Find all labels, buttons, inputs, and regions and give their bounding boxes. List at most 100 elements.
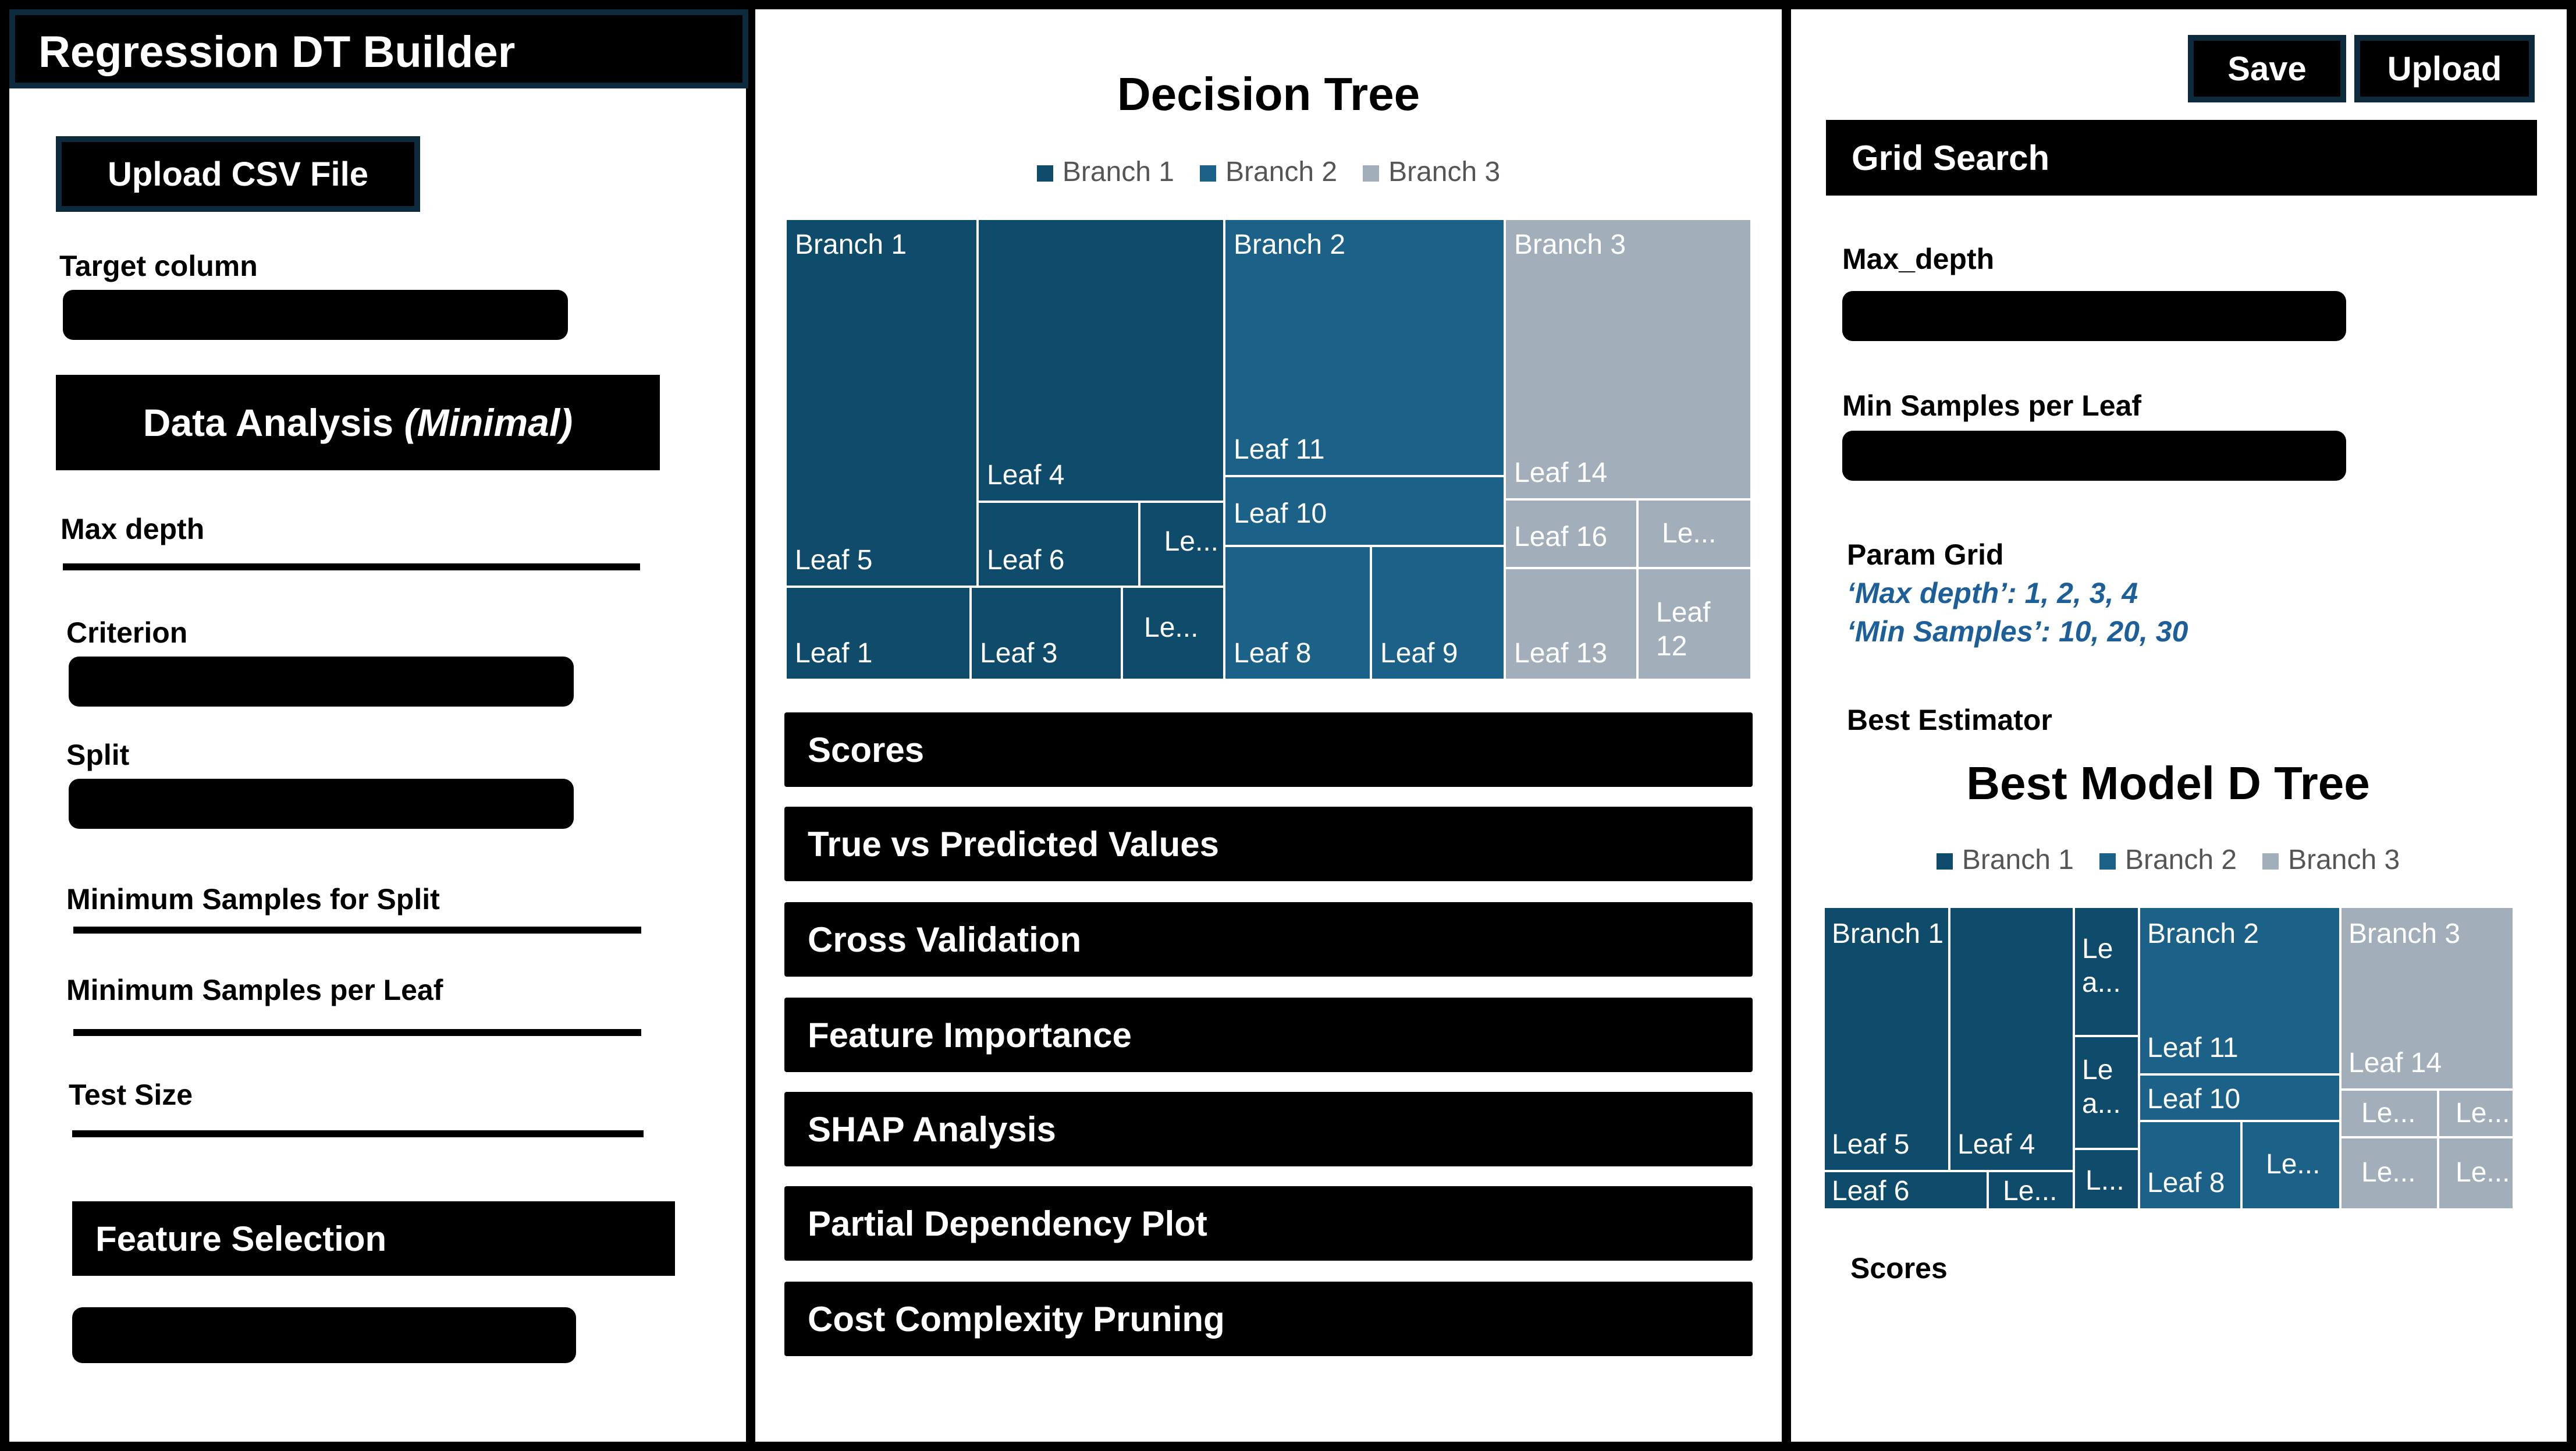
feature-selection-button[interactable]: Feature Selection xyxy=(72,1201,675,1276)
grid-search-button[interactable]: Grid Search xyxy=(1826,120,2537,196)
leaf12-label: Leaf 12 xyxy=(1656,597,1711,662)
best-tile-leaf4[interactable]: Leaf 4 xyxy=(1948,906,2075,1172)
tile-leaf-a[interactable]: Le... xyxy=(1138,501,1225,588)
grid-max-depth-input[interactable] xyxy=(1842,291,2346,341)
best-tile-leaf11[interactable]: Branch 2 Leaf 11 xyxy=(2138,906,2342,1076)
target-column-input[interactable] xyxy=(63,290,568,340)
best-leaf8-label: Leaf 8 xyxy=(2147,1168,2225,1199)
tile-leaf16[interactable]: Leaf 16 xyxy=(1504,498,1639,569)
criterion-select[interactable] xyxy=(69,657,574,707)
best-estimator-label: Best Estimator xyxy=(1847,704,2052,736)
data-analysis-button[interactable]: Data Analysis (Minimal) xyxy=(56,375,660,470)
param-grid-line2: ‘Min Samples’: 10, 20, 30 xyxy=(1847,615,2188,648)
leaf1-label: Leaf 1 xyxy=(795,638,873,669)
test-size-slider[interactable] xyxy=(72,1130,644,1137)
leaf14-label: Leaf 14 xyxy=(1514,457,1608,489)
best-tile-leaf-e[interactable]: Le... xyxy=(2339,1136,2439,1211)
best-tile-leaf-a[interactable]: Le... xyxy=(1987,1170,2075,1211)
best-leaf-e-label: Le... xyxy=(2361,1157,2416,1188)
scores-section-button[interactable]: Scores xyxy=(784,712,1753,787)
best-leaf6-label: Leaf 6 xyxy=(1832,1176,1910,1207)
decision-tree-treemap: Branch 1 Leaf 5 Leaf 4 Leaf 6 Le... Leaf… xyxy=(784,218,1753,681)
min-samples-leaf-label: Minimum Samples per Leaf xyxy=(66,974,443,1006)
tile-leaf12[interactable]: Leaf 12 xyxy=(1636,567,1753,681)
feature-importance-section-button[interactable]: Feature Importance xyxy=(784,998,1753,1072)
true-vs-predicted-section-button[interactable]: True vs Predicted Values xyxy=(784,807,1753,881)
tile-leaf6[interactable]: Leaf 6 xyxy=(976,501,1140,588)
leaf-c-label: Le... xyxy=(1662,518,1717,549)
best-legend-item-branch2: Branch 2 xyxy=(2099,844,2237,876)
branch3-label: Branch 3 xyxy=(1514,229,1626,260)
best-scores-label: Scores xyxy=(1850,1252,1948,1285)
decision-tree-legend: Branch 1 Branch 2 Branch 3 xyxy=(755,156,1782,188)
best-leaf4-label: Leaf 4 xyxy=(1957,1129,2035,1161)
legend-item-branch2: Branch 2 xyxy=(1199,156,1337,188)
app-title: Regression DT Builder xyxy=(9,9,748,88)
branch1-label: Branch 1 xyxy=(795,229,907,260)
tile-leaf5[interactable]: Branch 1 Leaf 5 xyxy=(784,218,979,588)
leaf6-label: Leaf 6 xyxy=(987,545,1065,576)
best-tile-leaf-d[interactable]: Le... xyxy=(2437,1088,2515,1138)
data-analysis-suffix: (Minimal) xyxy=(404,401,573,444)
tile-leaf14[interactable]: Branch 3 Leaf 14 xyxy=(1504,218,1753,501)
tile-leaf13[interactable]: Leaf 13 xyxy=(1504,567,1639,681)
tile-leaf9[interactable]: Leaf 9 xyxy=(1370,545,1506,681)
panel-divider-left xyxy=(746,0,755,1451)
grid-min-samples-leaf-label: Min Samples per Leaf xyxy=(1842,389,2142,422)
legend-item-branch3: Branch 3 xyxy=(1363,156,1500,188)
leaf3-label: Leaf 3 xyxy=(980,638,1058,669)
leaf-b-label: Le... xyxy=(1144,612,1199,643)
feature-selection-input[interactable] xyxy=(72,1307,576,1363)
min-samples-split-slider[interactable] xyxy=(73,927,641,934)
tile-leaf10[interactable]: Leaf 10 xyxy=(1223,475,1506,547)
leaf-a-label: Le... xyxy=(1164,526,1218,557)
tile-leaf3[interactable]: Leaf 3 xyxy=(969,586,1123,681)
best-tile-leaf14[interactable]: Branch 3 Leaf 14 xyxy=(2339,906,2515,1091)
best-tile-leaf-f[interactable]: Le... xyxy=(2437,1136,2515,1211)
save-button[interactable]: Save xyxy=(2188,35,2346,102)
min-samples-leaf-slider[interactable] xyxy=(73,1029,641,1036)
best-leaf-a-label: Le... xyxy=(2003,1176,2058,1207)
best-tile-leaf10[interactable]: Leaf 10 xyxy=(2138,1073,2342,1122)
grid-min-samples-leaf-input[interactable] xyxy=(1842,431,2346,481)
panel-divider-right xyxy=(1782,0,1791,1451)
best-tile-leaf5[interactable]: Branch 1 Leaf 5 xyxy=(1822,906,1950,1172)
best-tile-leaf-c[interactable]: Le... xyxy=(2339,1088,2439,1138)
tile-leaf-c[interactable]: Le... xyxy=(1636,498,1753,569)
best-tile-leaf8[interactable]: Leaf 8 xyxy=(2138,1120,2243,1211)
best-branch2-label: Branch 2 xyxy=(2147,918,2259,949)
partial-dependency-section-button[interactable]: Partial Dependency Plot xyxy=(784,1186,1753,1261)
best-tile-leaf-a2[interactable]: Le a... xyxy=(2073,1035,2140,1150)
best-leaf14-label: Leaf 14 xyxy=(2348,1048,2442,1079)
best-tile-leaf-l[interactable]: L... xyxy=(2073,1148,2140,1211)
split-select[interactable] xyxy=(69,779,574,829)
legend-item-branch1: Branch 1 xyxy=(1036,156,1174,188)
cost-complexity-pruning-section-button[interactable]: Cost Complexity Pruning xyxy=(784,1282,1753,1356)
upload-button[interactable]: Upload xyxy=(2354,35,2535,102)
best-leaf5-label: Leaf 5 xyxy=(1832,1129,1910,1161)
tile-leaf11[interactable]: Branch 2 Leaf 11 xyxy=(1223,218,1506,477)
split-label: Split xyxy=(66,739,130,771)
max-depth-slider[interactable] xyxy=(63,563,640,570)
best-leaf11-label: Leaf 11 xyxy=(2147,1033,2239,1064)
leaf9-label: Leaf 9 xyxy=(1380,638,1458,669)
min-samples-split-label: Minimum Samples for Split xyxy=(66,883,440,916)
upload-csv-button[interactable]: Upload CSV File xyxy=(56,136,420,212)
tile-leaf4[interactable]: Leaf 4 xyxy=(976,218,1225,503)
best-branch3-label: Branch 3 xyxy=(2348,918,2461,949)
leaf10-label: Leaf 10 xyxy=(1234,498,1327,529)
leaf8-label: Leaf 8 xyxy=(1234,638,1312,669)
tile-leaf-b[interactable]: Le... xyxy=(1121,586,1225,681)
leaf13-label: Leaf 13 xyxy=(1514,638,1608,669)
best-tile-leaf-a1[interactable]: Le a... xyxy=(2073,906,2140,1037)
shap-analysis-section-button[interactable]: SHAP Analysis xyxy=(784,1092,1753,1166)
cross-validation-section-button[interactable]: Cross Validation xyxy=(784,902,1753,977)
best-tile-leaf-b[interactable]: Le... xyxy=(2240,1120,2342,1211)
tile-leaf8[interactable]: Leaf 8 xyxy=(1223,545,1372,681)
leaf16-label: Leaf 16 xyxy=(1514,521,1608,552)
decision-tree-title: Decision Tree xyxy=(1117,68,1420,120)
best-leaf-f-label: Le... xyxy=(2456,1157,2510,1188)
tile-leaf1[interactable]: Leaf 1 xyxy=(784,586,972,681)
best-tile-leaf6[interactable]: Leaf 6 xyxy=(1822,1170,1989,1211)
